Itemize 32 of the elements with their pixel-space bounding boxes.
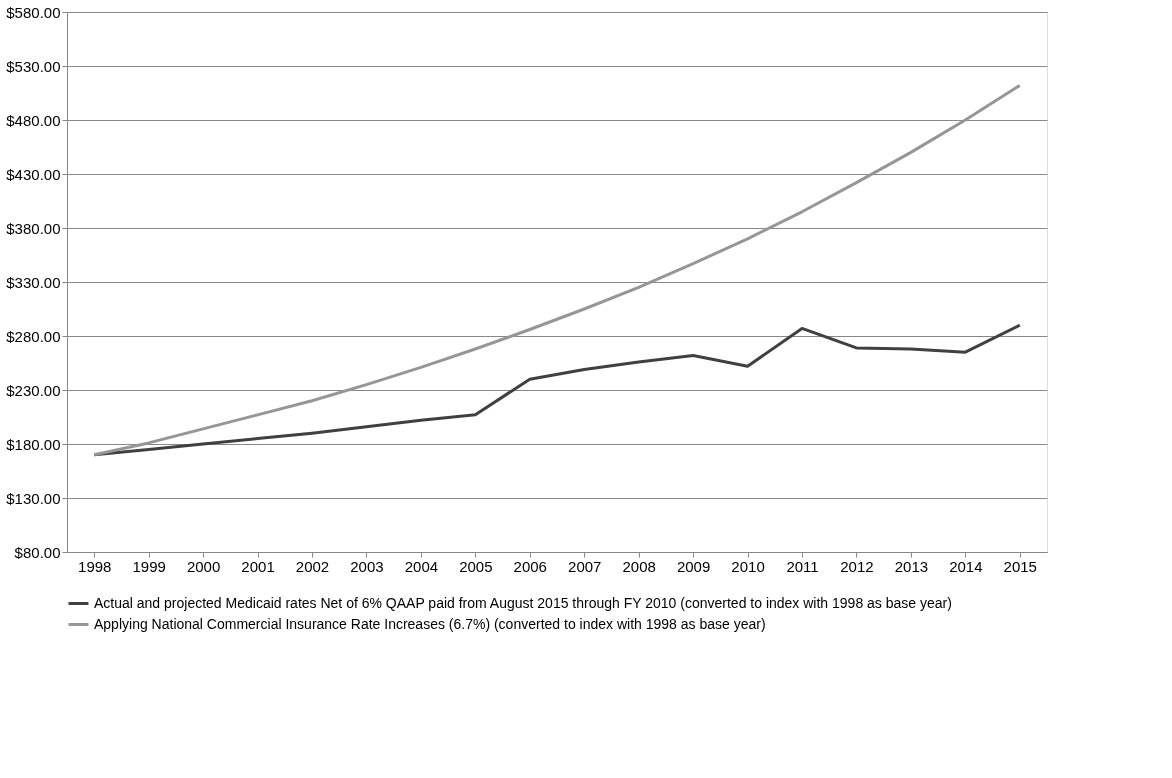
y-tick-label: $230.00 bbox=[6, 381, 61, 399]
x-tick-label: 2004 bbox=[404, 557, 439, 575]
y-tick-label: $580.00 bbox=[6, 3, 61, 21]
y-tick-label: $80.00 bbox=[14, 543, 61, 561]
y-tick-label: $530.00 bbox=[6, 57, 61, 75]
x-tick-label: 2014 bbox=[949, 557, 983, 575]
x-tick-label: 2002 bbox=[295, 557, 330, 575]
x-tick-label: 2009 bbox=[676, 557, 711, 575]
line-series bbox=[92, 83, 1022, 457]
x-tick-label: 2011 bbox=[786, 557, 819, 575]
y-tick-label: $430.00 bbox=[6, 165, 61, 183]
x-tick-label: 2000 bbox=[186, 557, 221, 575]
y-tick-label: $480.00 bbox=[6, 111, 61, 129]
x-tick-label: 2008 bbox=[622, 557, 656, 575]
y-tick-label: $130.00 bbox=[6, 489, 61, 507]
x-tick-label: 2013 bbox=[894, 557, 929, 575]
x-tick-label: 1999 bbox=[132, 557, 166, 575]
legend-label: Applying National Commercial Insurance Rate Increases (6.7%) (converted to index with 1998 as base year) bbox=[94, 615, 766, 632]
x-tick-label: 2003 bbox=[350, 557, 384, 575]
x-tick-label: 2001 bbox=[241, 557, 275, 575]
x-tick-label: 2012 bbox=[840, 557, 874, 575]
x-tick-label: 2005 bbox=[459, 557, 493, 575]
y-tick-label: $180.00 bbox=[6, 435, 61, 453]
x-tick-label: 1998 bbox=[78, 557, 112, 575]
x-tick-label: 2010 bbox=[731, 557, 765, 575]
y-tick-label: $380.00 bbox=[6, 219, 61, 237]
x-tick-label: 2015 bbox=[1003, 557, 1037, 575]
legend-label: Actual and projected Medicaid rates Net of 6% QAAP paid from August 2015 through FY 2010 (converted to index with 1998 as base year) bbox=[94, 594, 952, 611]
x-tick-label: 2006 bbox=[513, 557, 547, 575]
y-tick-label: $280.00 bbox=[6, 327, 61, 345]
y-tick-label: $330.00 bbox=[6, 273, 61, 291]
x-tick-label: 2007 bbox=[568, 557, 602, 575]
